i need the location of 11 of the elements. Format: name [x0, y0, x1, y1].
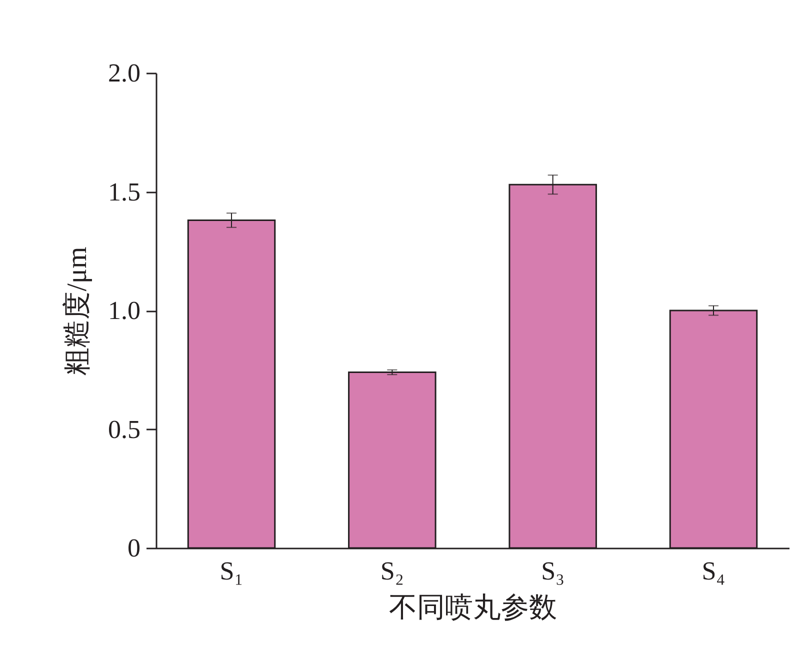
- y-axis-title: 粗糙度/μm: [62, 246, 93, 376]
- x-axis-title: 不同喷丸参数: [389, 592, 557, 624]
- x-tick-label: S₃: [541, 556, 565, 586]
- x-tick-label: S₄: [702, 556, 726, 586]
- y-tick-label: 2.0: [108, 58, 140, 88]
- x-tick-label: S₂: [380, 556, 404, 586]
- y-tick-label: 0: [128, 534, 140, 562]
- y-tick-label: 1.5: [108, 177, 140, 206]
- y-tick-label: 1.0: [108, 296, 140, 325]
- y-tick-label: 0.5: [108, 414, 140, 444]
- x-tick-label: S₁: [220, 556, 244, 586]
